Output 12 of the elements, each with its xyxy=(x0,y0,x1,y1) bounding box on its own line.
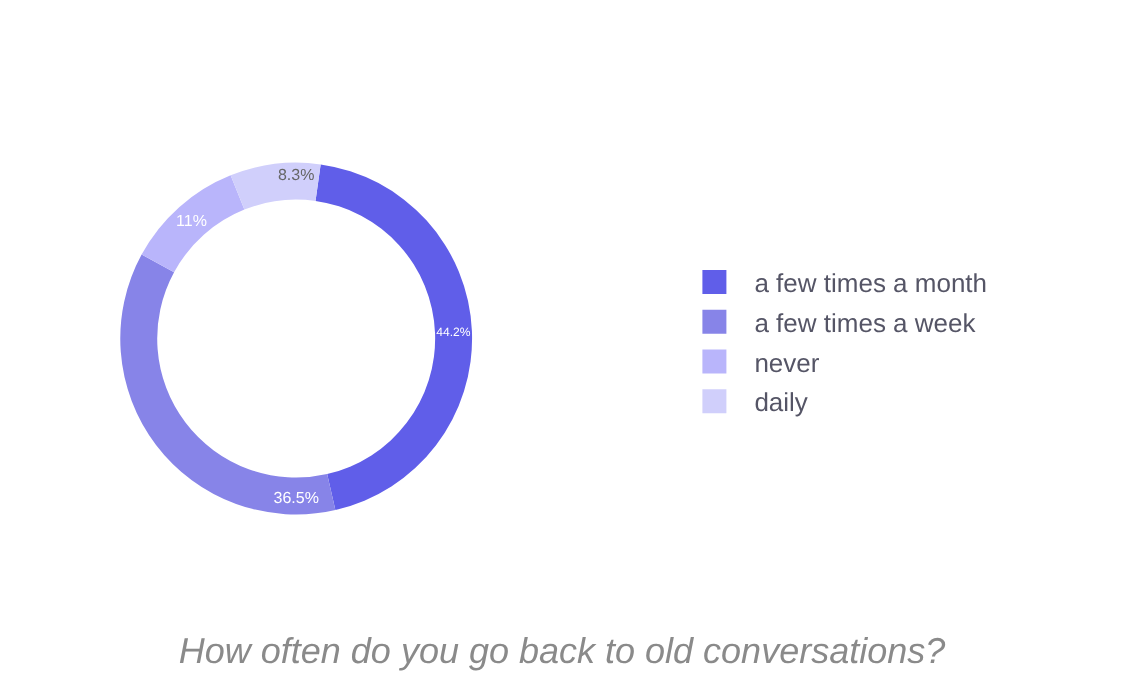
donut-slice xyxy=(141,175,245,273)
legend-label: daily xyxy=(754,387,809,418)
data-label: 8.3% xyxy=(277,165,315,184)
donut-slice xyxy=(230,162,321,210)
data-label: 36.5% xyxy=(273,489,319,508)
donut-slice xyxy=(315,164,472,511)
donut-slice xyxy=(120,254,336,515)
legend-label: never xyxy=(754,347,821,378)
data-label: 11% xyxy=(176,212,207,230)
legend-label: a few times a week xyxy=(754,307,977,338)
legend-label: a few times a month xyxy=(754,268,988,299)
text: How often do you go back to old conversations? xyxy=(178,631,946,672)
